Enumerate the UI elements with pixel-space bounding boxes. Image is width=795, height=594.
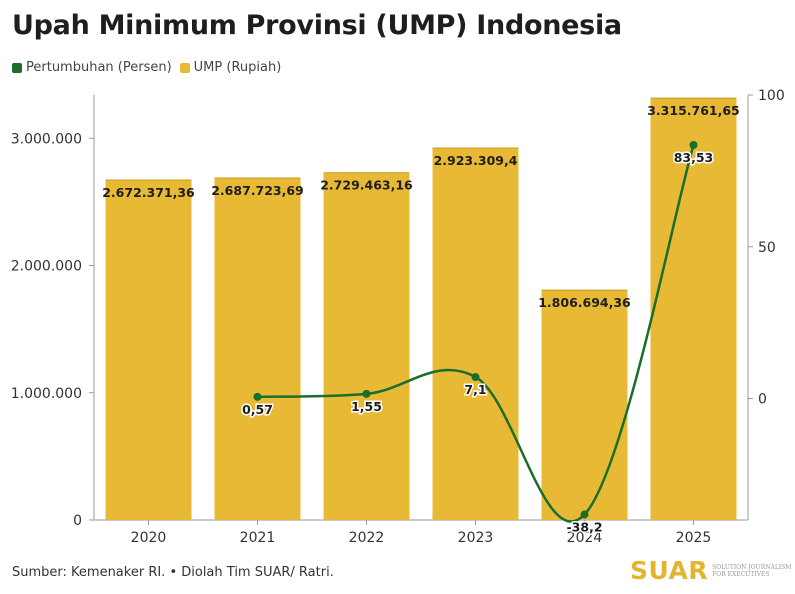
growth-point bbox=[362, 389, 371, 398]
growth-value-label: 1,55 bbox=[351, 399, 382, 414]
chart-title: Upah Minimum Provinsi (UMP) Indonesia bbox=[12, 10, 622, 41]
suar-logo: SUAR SOLUTION JOURNALISM FOR EXECUTIVES bbox=[630, 556, 792, 585]
logo-tagline: SOLUTION JOURNALISM FOR EXECUTIVES bbox=[712, 563, 792, 578]
x-tick-label: 2024 bbox=[567, 530, 603, 546]
growth-point bbox=[253, 392, 262, 401]
legend-swatch-growth bbox=[12, 62, 22, 73]
growth-value-label: 83,53 bbox=[674, 150, 714, 165]
y-right-tick-label: 0 bbox=[758, 392, 767, 408]
growth-value-label: 7,1 bbox=[464, 382, 486, 397]
source-note: Sumber: Kemenaker RI. • Diolah Tim SUAR/… bbox=[12, 565, 334, 580]
bar-ump bbox=[105, 179, 192, 520]
bar-ump bbox=[541, 290, 628, 520]
legend-label-growth: Pertumbuhan (Persen) bbox=[26, 60, 172, 75]
legend-swatch-ump bbox=[179, 62, 190, 73]
y-right-tick-label: 100 bbox=[758, 88, 785, 104]
growth-point bbox=[471, 373, 480, 382]
y-left-tick-label: 3.000.000 bbox=[11, 131, 82, 147]
bar-value-label: 2.729.463,16 bbox=[320, 178, 413, 193]
y-left-tick-label: 0 bbox=[73, 513, 82, 529]
x-tick-label: 2023 bbox=[458, 530, 494, 546]
bar-value-label: 2.923.309,4 bbox=[434, 153, 518, 168]
legend-item-growth: Pertumbuhan (Persen) bbox=[12, 60, 172, 75]
x-tick-label: 2020 bbox=[131, 530, 167, 546]
bar-value-label: 1.806.694,36 bbox=[538, 295, 631, 310]
x-tick-label: 2022 bbox=[349, 530, 385, 546]
logo-word: SUAR bbox=[630, 556, 709, 585]
y-left-tick-label: 1.000.000 bbox=[11, 386, 82, 402]
legend: Pertumbuhan (Persen) UMP (Rupiah) bbox=[12, 60, 289, 75]
bar-ump bbox=[323, 172, 410, 521]
x-tick-label: 2021 bbox=[240, 530, 276, 546]
bar-value-label: 3.315.761,65 bbox=[647, 103, 740, 118]
bar-ump bbox=[214, 177, 301, 520]
growth-point bbox=[689, 140, 698, 149]
growth-value-label: -38,2 bbox=[566, 520, 602, 535]
bar-ump bbox=[432, 148, 519, 520]
legend-label-ump: UMP (Rupiah) bbox=[193, 60, 282, 75]
bar-value-label: 2.672.371,36 bbox=[102, 185, 195, 200]
growth-value-label: 0,57 bbox=[242, 402, 273, 417]
legend-item-ump: UMP (Rupiah) bbox=[179, 60, 282, 75]
y-right-tick-label: 50 bbox=[758, 240, 776, 256]
growth-point bbox=[580, 510, 589, 519]
growth-line bbox=[257, 144, 695, 523]
bar-ump bbox=[650, 98, 737, 520]
y-left-tick-label: 2.000.000 bbox=[11, 259, 82, 275]
x-tick-label: 2025 bbox=[676, 530, 712, 546]
bar-value-label: 2.687.723,69 bbox=[211, 183, 304, 198]
